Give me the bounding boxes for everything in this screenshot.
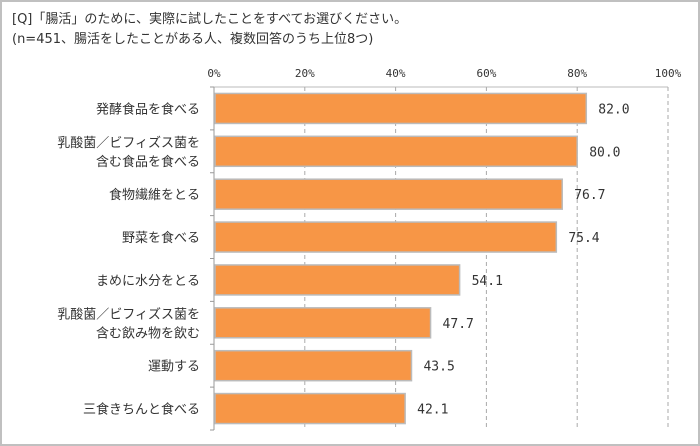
bar <box>214 178 563 210</box>
data-label: 42.1 <box>417 403 448 418</box>
category-label: 乳酸菌／ビフィズス菌を <box>57 135 200 151</box>
category-label: 三食きちんと食べる <box>83 402 200 418</box>
data-label: 47.7 <box>443 317 474 332</box>
category-label: 乳酸菌／ビフィズス菌を <box>57 306 200 322</box>
bar <box>214 135 578 168</box>
category-label: 含む飲み物を飲む <box>96 325 200 341</box>
bar <box>214 264 461 296</box>
bar <box>214 392 406 425</box>
category-label: 食物繊維をとる <box>109 187 200 203</box>
category-label: 野菜を食べる <box>122 230 200 246</box>
bar <box>214 92 588 125</box>
data-label: 82.0 <box>598 102 629 117</box>
tick-label: 20% <box>295 67 315 80</box>
data-label: 43.5 <box>423 360 454 375</box>
category-label: まめに水分をとる <box>96 274 200 289</box>
bar <box>214 349 413 382</box>
tick-label: 80% <box>567 67 587 80</box>
bar <box>214 307 432 339</box>
data-label: 80.0 <box>589 145 620 160</box>
data-label: 54.1 <box>472 274 503 289</box>
chart-subtitle: (n=451、腸活をしたことがある人、複数回答のうち上位8つ) <box>12 32 374 47</box>
tick-label: 60% <box>476 67 496 80</box>
tick-label: 0% <box>207 67 221 80</box>
category-label: 含む食品を食べる <box>96 154 200 170</box>
tick-label: 100% <box>655 67 682 80</box>
chart-title: [Q]「腸活」のために、実際に試したことをすべてお選びください。 <box>12 12 408 27</box>
category-label: 運動する <box>148 360 200 375</box>
data-label: 76.7 <box>574 188 605 203</box>
data-label: 75.4 <box>568 231 599 246</box>
bar <box>214 221 558 253</box>
category-label: 発酵食品を食べる <box>96 101 200 117</box>
tick-label: 40% <box>386 67 406 80</box>
